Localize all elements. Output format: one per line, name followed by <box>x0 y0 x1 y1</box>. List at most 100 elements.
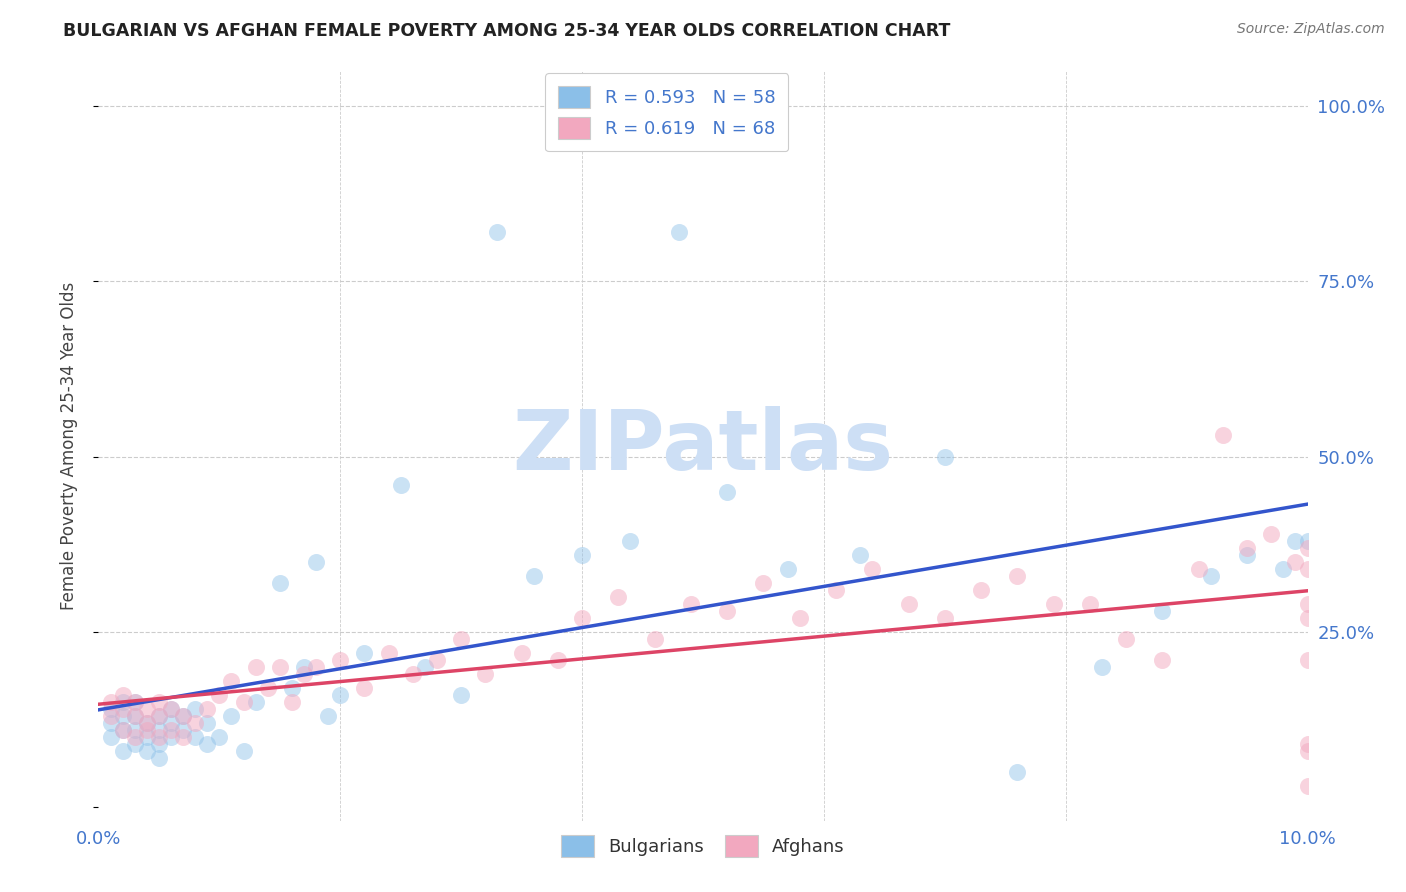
Point <box>221 673 243 688</box>
Point <box>160 723 183 737</box>
Point <box>184 715 207 730</box>
Point <box>195 737 218 751</box>
Point <box>124 708 146 723</box>
Point <box>184 730 207 744</box>
Point <box>148 695 170 709</box>
Point <box>135 743 157 757</box>
Point <box>269 659 291 673</box>
Point <box>281 681 304 695</box>
Point <box>135 723 157 737</box>
Point <box>148 750 170 764</box>
Point <box>1296 652 1319 666</box>
Point <box>245 695 267 709</box>
Point <box>160 701 183 715</box>
Point <box>124 730 146 744</box>
Point <box>281 695 304 709</box>
Point <box>111 723 134 737</box>
Point <box>292 666 315 681</box>
Point <box>172 723 194 737</box>
Point <box>402 666 425 681</box>
Point <box>148 737 170 751</box>
Point <box>111 695 134 709</box>
Point <box>1236 541 1258 555</box>
Point <box>1007 568 1029 582</box>
Point <box>111 743 134 757</box>
Point <box>752 575 775 590</box>
Point <box>450 632 472 646</box>
Point <box>934 450 956 464</box>
Point <box>1115 632 1137 646</box>
Point <box>135 715 157 730</box>
Point <box>148 708 170 723</box>
Point <box>1296 541 1319 555</box>
Point <box>377 646 399 660</box>
Point <box>124 737 146 751</box>
Point <box>245 659 267 673</box>
Point <box>789 610 811 624</box>
Point <box>825 582 848 597</box>
Point <box>1296 597 1319 611</box>
Point <box>1212 428 1234 442</box>
Point <box>232 743 254 757</box>
Point <box>619 533 641 548</box>
Point <box>256 681 278 695</box>
Point <box>510 646 533 660</box>
Point <box>148 708 170 723</box>
Text: ZIPatlas: ZIPatlas <box>513 406 893 486</box>
Point <box>474 666 496 681</box>
Point <box>100 708 122 723</box>
Point <box>160 715 183 730</box>
Point <box>1078 597 1101 611</box>
Point <box>221 708 243 723</box>
Text: BULGARIAN VS AFGHAN FEMALE POVERTY AMONG 25-34 YEAR OLDS CORRELATION CHART: BULGARIAN VS AFGHAN FEMALE POVERTY AMONG… <box>63 22 950 40</box>
Point <box>329 652 352 666</box>
Point <box>897 597 920 611</box>
Point <box>668 226 690 240</box>
Point <box>148 723 170 737</box>
Point <box>1284 555 1306 569</box>
Point <box>970 582 993 597</box>
Point <box>413 659 436 673</box>
Point <box>849 548 872 562</box>
Point <box>860 561 883 575</box>
Point <box>124 695 146 709</box>
Point <box>148 730 170 744</box>
Point <box>329 688 352 702</box>
Point <box>644 632 666 646</box>
Point <box>1188 561 1211 575</box>
Point <box>269 575 291 590</box>
Point <box>111 688 134 702</box>
Point <box>111 723 134 737</box>
Point <box>1296 561 1319 575</box>
Point <box>389 477 412 491</box>
Point <box>135 730 157 744</box>
Point <box>426 652 449 666</box>
Point <box>1236 548 1258 562</box>
Point <box>100 695 122 709</box>
Point <box>1296 610 1319 624</box>
Point <box>135 715 157 730</box>
Text: Source: ZipAtlas.com: Source: ZipAtlas.com <box>1237 22 1385 37</box>
Point <box>172 708 194 723</box>
Point <box>353 681 375 695</box>
Point <box>305 659 328 673</box>
Point <box>1284 533 1306 548</box>
Point <box>316 708 339 723</box>
Point <box>184 701 207 715</box>
Point <box>195 715 218 730</box>
Legend: Bulgarians, Afghans: Bulgarians, Afghans <box>554 828 852 864</box>
Point <box>135 701 157 715</box>
Point <box>232 695 254 709</box>
Point <box>124 695 146 709</box>
Point <box>1042 597 1064 611</box>
Point <box>1091 659 1114 673</box>
Point <box>716 484 738 499</box>
Point <box>124 708 146 723</box>
Point <box>1152 603 1174 617</box>
Point <box>450 688 472 702</box>
Point <box>172 730 194 744</box>
Point <box>523 568 546 582</box>
Point <box>100 715 122 730</box>
Point <box>160 701 183 715</box>
Point <box>195 701 218 715</box>
